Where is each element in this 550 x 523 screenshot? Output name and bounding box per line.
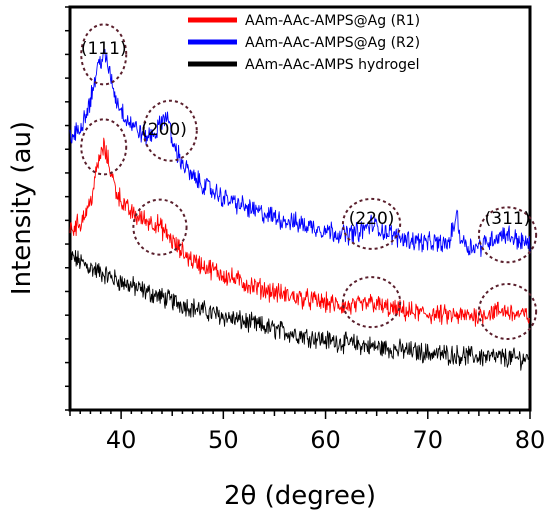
x-tick-label-60: 60 (310, 426, 341, 454)
legend-label-r1: AAm-AAc-AMPS@Ag (R1) (245, 13, 420, 29)
series-r1-line (69, 137, 531, 327)
peak-ellipse-5 (341, 197, 402, 250)
x-tick-label-50: 50 (208, 426, 239, 454)
peak-ellipse-3 (142, 99, 198, 162)
x-ticks-group: 40 50 60 70 80 (69, 410, 546, 454)
peak-ellipse-6 (341, 276, 402, 329)
series-group (69, 48, 531, 371)
peak-label-2: (200) (141, 120, 187, 140)
peak-ellipse-4 (132, 198, 188, 256)
peak-label-4: (311) (485, 209, 531, 229)
legend-label-hydrogel: AAm-AAc-AMPS hydrogel (245, 57, 420, 73)
peak-ellipses-group (80, 23, 538, 340)
legend-label-r2: AAm-AAc-AMPS@Ag (R2) (245, 35, 420, 51)
plot-frame (68, 5, 532, 412)
series-hydrogel-line (69, 250, 531, 371)
peak-label-3: (220) (349, 209, 395, 229)
peak-labels-group: (111) (200) (220) (311) (81, 39, 530, 229)
peak-ellipse-7 (477, 206, 538, 264)
x-tick-label-70: 70 (413, 426, 444, 454)
peak-label-1: (111) (81, 39, 127, 59)
x-tick-label-80: 80 (515, 426, 546, 454)
peak-ellipse-2 (80, 118, 128, 176)
series-r2-line (69, 48, 531, 258)
x-tick-label-40: 40 (106, 426, 137, 454)
legend: AAm-AAc-AMPS@Ag (R1) AAm-AAc-AMPS@Ag (R2… (188, 13, 420, 73)
peak-ellipse-8 (477, 283, 538, 340)
y-axis-title: Intensity (au) (7, 121, 37, 295)
y-ticks-group (65, 6, 70, 411)
x-axis-title: 2θ (degree) (224, 481, 376, 511)
